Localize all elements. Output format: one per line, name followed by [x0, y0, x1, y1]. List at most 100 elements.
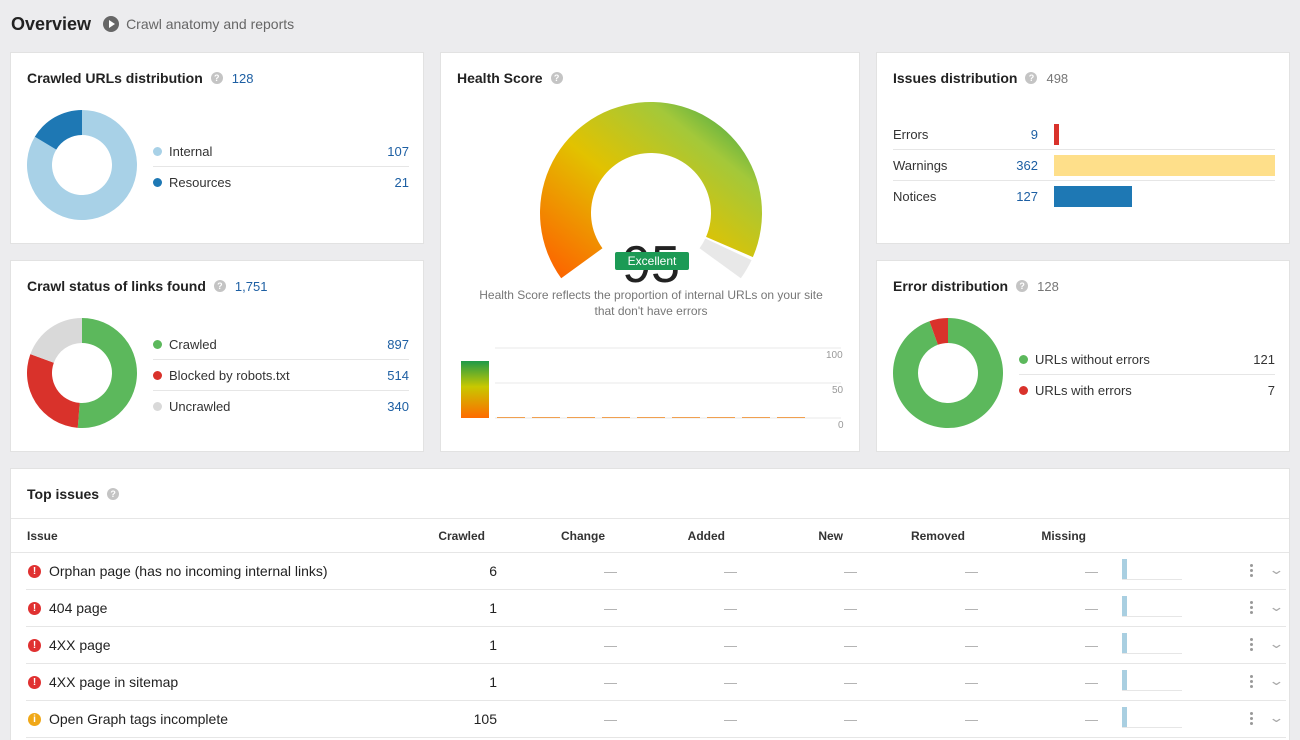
- issue-type-count[interactable]: 127: [1016, 189, 1038, 204]
- header-divider: [11, 552, 1289, 553]
- empty-value: —: [724, 675, 737, 690]
- crawl-status-card: Crawl status of links found ? 1,751 Craw…: [10, 260, 424, 452]
- error-icon: !: [28, 639, 41, 652]
- table-row[interactable]: ! 4XX page in sitemap 1 — — — — — ⌄: [26, 664, 1286, 701]
- empty-value: —: [1085, 638, 1098, 653]
- table-row[interactable]: i Open Graph tags incomplete 105 — — — — — ⌄: [26, 701, 1286, 738]
- legend-label: Blocked by robots.txt: [169, 367, 290, 383]
- crawl-status-count[interactable]: 1,751: [234, 278, 268, 294]
- legend-value[interactable]: 21: [394, 175, 409, 190]
- empty-value: —: [724, 712, 737, 727]
- donut-slice-uncrawled[interactable]: [30, 318, 82, 363]
- issues-distribution-row[interactable]: Warnings 362: [893, 150, 1275, 181]
- issue-crawled-count[interactable]: 105: [473, 711, 497, 727]
- page-subtitle-link[interactable]: Crawl anatomy and reports: [126, 16, 295, 32]
- column-header-new[interactable]: New: [818, 529, 843, 543]
- legend-item[interactable]: Uncrawled 340: [153, 391, 409, 422]
- legend-item[interactable]: Crawled 897: [153, 329, 409, 360]
- chevron-down-icon[interactable]: ⌄: [1268, 562, 1285, 577]
- more-options-icon[interactable]: [1247, 638, 1255, 654]
- help-icon[interactable]: ?: [1016, 280, 1029, 292]
- issue-name[interactable]: 4XX page in sitemap: [49, 674, 179, 690]
- help-icon[interactable]: ?: [213, 280, 226, 292]
- more-options-icon[interactable]: [1247, 564, 1255, 580]
- help-icon[interactable]: ?: [210, 72, 223, 84]
- table-row[interactable]: ! 404 page 1 — — — — — ⌄: [26, 590, 1286, 627]
- issue-crawled-count[interactable]: 1: [489, 637, 497, 653]
- issue-name[interactable]: 404 page: [49, 600, 108, 616]
- help-icon[interactable]: ?: [1025, 72, 1038, 84]
- legend-value[interactable]: 121: [1253, 351, 1275, 367]
- issue-crawled-count[interactable]: 1: [489, 600, 497, 616]
- issue-crawled-count[interactable]: 6: [489, 563, 497, 579]
- donut-slice-urls-without-errors[interactable]: [893, 318, 1003, 428]
- column-header-added[interactable]: Added: [687, 529, 725, 543]
- empty-value: —: [1085, 564, 1098, 579]
- legend-item[interactable]: Internal 107: [153, 136, 409, 167]
- more-options-icon[interactable]: [1247, 712, 1255, 728]
- issues-distribution-row[interactable]: Notices 127: [893, 181, 1275, 212]
- crawl-status-donut: [27, 318, 137, 428]
- legend-item[interactable]: URLs with errors 7: [1019, 375, 1275, 406]
- legend-label: Uncrawled: [169, 399, 231, 414]
- crawled-urls-count[interactable]: 128: [231, 70, 254, 86]
- error-distribution-count: 128: [1037, 278, 1059, 294]
- legend-dot: [153, 178, 162, 187]
- chevron-down-icon[interactable]: ⌄: [1268, 710, 1285, 725]
- issues-distribution-row[interactable]: Errors 9: [893, 119, 1275, 150]
- legend-value[interactable]: 514: [387, 367, 409, 383]
- legend-value[interactable]: 107: [387, 143, 409, 159]
- issue-name[interactable]: Orphan page (has no incoming internal li…: [49, 563, 328, 579]
- column-header-issue[interactable]: Issue: [27, 529, 58, 543]
- column-header-crawled[interactable]: Crawled: [438, 529, 485, 543]
- chevron-down-icon[interactable]: ⌄: [1268, 673, 1285, 688]
- legend-dot: [153, 339, 162, 349]
- more-options-icon[interactable]: [1247, 601, 1255, 617]
- crawled-urls-legend: Internal 107 Resources 21: [153, 136, 409, 198]
- empty-value: —: [965, 675, 978, 690]
- legend-value[interactable]: 897: [387, 336, 409, 352]
- donut-slice-resources[interactable]: [34, 110, 82, 150]
- issue-type-count[interactable]: 9: [1030, 126, 1038, 142]
- page-title: Overview: [11, 13, 92, 34]
- help-icon[interactable]: ?: [107, 488, 120, 500]
- column-header-change[interactable]: Change: [560, 529, 605, 543]
- chevron-down-icon[interactable]: ⌄: [1268, 599, 1285, 614]
- chevron-down-icon[interactable]: ⌄: [1268, 636, 1285, 651]
- table-row[interactable]: ! Orphan page (has no incoming internal l…: [26, 553, 1286, 590]
- issue-crawled-count[interactable]: 1: [489, 674, 497, 690]
- issue-name[interactable]: Open Graph tags incomplete: [49, 711, 228, 727]
- error-icon: !: [28, 602, 41, 615]
- issue-type-count[interactable]: 362: [1016, 157, 1038, 173]
- donut-slice-blocked-by-robots-txt[interactable]: [27, 354, 80, 428]
- issue-name[interactable]: 4XX page: [49, 637, 111, 653]
- issues-distribution-title: Issues distribution ? 498: [893, 70, 1068, 86]
- donut-slice-crawled[interactable]: [77, 318, 137, 428]
- history-bar[interactable]: [461, 361, 489, 418]
- legend-label: Crawled: [169, 336, 217, 352]
- legend-item[interactable]: Resources 21: [153, 167, 409, 198]
- legend-label: Internal: [169, 143, 213, 159]
- legend-item[interactable]: Blocked by robots.txt 514: [153, 360, 409, 391]
- issues-distribution-title-text: Issues distribution: [893, 70, 1018, 86]
- legend-value[interactable]: 7: [1267, 383, 1275, 398]
- health-score-title-text: Health Score: [457, 70, 543, 86]
- top-issues-card: Top issues ? Issue Crawled Change Added …: [10, 468, 1290, 740]
- more-options-icon[interactable]: [1247, 675, 1255, 691]
- column-header-missing[interactable]: Missing: [1041, 529, 1086, 543]
- issue-type-label: Notices: [893, 189, 937, 204]
- column-header-removed[interactable]: Removed: [910, 529, 965, 543]
- donut-slice-urls-with-errors[interactable]: [929, 318, 948, 345]
- health-history-chart: [461, 347, 841, 419]
- y-axis-tick: 100: [826, 350, 843, 361]
- empty-value: —: [844, 712, 857, 727]
- legend-value[interactable]: 340: [387, 399, 409, 414]
- help-icon[interactable]: ?: [550, 72, 563, 84]
- play-icon[interactable]: [103, 16, 120, 32]
- crawl-status-title: Crawl status of links found ? 1,751: [27, 278, 267, 294]
- donut-slice-internal[interactable]: [27, 110, 137, 220]
- top-issues-title: Top issues ?: [27, 486, 120, 502]
- table-row[interactable]: ! 4XX page 1 — — — — — ⌄: [26, 627, 1286, 664]
- gauge-fill: [540, 102, 762, 279]
- legend-item[interactable]: URLs without errors 121: [1019, 344, 1275, 375]
